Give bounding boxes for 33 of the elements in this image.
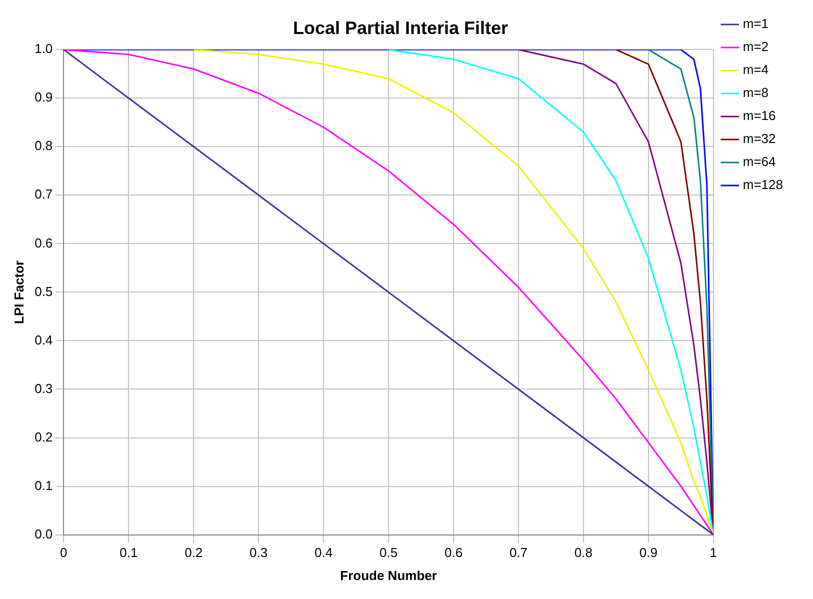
legend-label: m=64 bbox=[742, 154, 776, 170]
x-tick-label: 0.1 bbox=[120, 545, 138, 560]
y-tick-label: 1.0 bbox=[34, 41, 53, 56]
x-tick-label: 0.5 bbox=[379, 545, 398, 560]
x-tick-label: 0.6 bbox=[444, 545, 463, 560]
y-tick-label: 0.6 bbox=[34, 235, 53, 250]
legend-label: m=8 bbox=[742, 85, 769, 100]
x-axis-title: Froude Number bbox=[340, 568, 437, 583]
y-axis-title: LPI Factor bbox=[11, 260, 26, 324]
y-tick-label: 0.2 bbox=[34, 429, 53, 444]
legend-label: m=2 bbox=[742, 39, 769, 54]
legend-label: m=32 bbox=[742, 131, 776, 146]
x-tick-label: 0.3 bbox=[250, 545, 268, 560]
y-tick-label: 0.5 bbox=[34, 284, 53, 299]
x-tick-label: 1 bbox=[710, 545, 718, 560]
y-tick-label: 0.3 bbox=[34, 380, 53, 396]
y-tick-label: 0.1 bbox=[34, 478, 53, 493]
y-tick-label: 0.7 bbox=[34, 186, 53, 202]
x-tick-label: 0.4 bbox=[314, 545, 333, 560]
legend-label: m=1 bbox=[742, 16, 769, 32]
x-tick-label: 0.8 bbox=[574, 545, 592, 560]
legend-label: m=16 bbox=[742, 108, 776, 124]
x-tick-label: 0 bbox=[60, 545, 68, 560]
legend-label: m=4 bbox=[742, 62, 769, 78]
chart-title: Local Partial Interia Filter bbox=[292, 18, 508, 38]
y-tick-label: 0.0 bbox=[34, 526, 53, 542]
legend-label: m=128 bbox=[742, 177, 784, 192]
x-tick-label: 0.2 bbox=[184, 545, 203, 560]
y-tick-label: 0.4 bbox=[34, 332, 53, 348]
x-tick-label: 0.7 bbox=[509, 545, 528, 560]
y-tick-label: 0.8 bbox=[34, 138, 53, 154]
x-tick-label: 0.9 bbox=[639, 545, 658, 560]
y-tick-label: 0.9 bbox=[34, 90, 53, 105]
